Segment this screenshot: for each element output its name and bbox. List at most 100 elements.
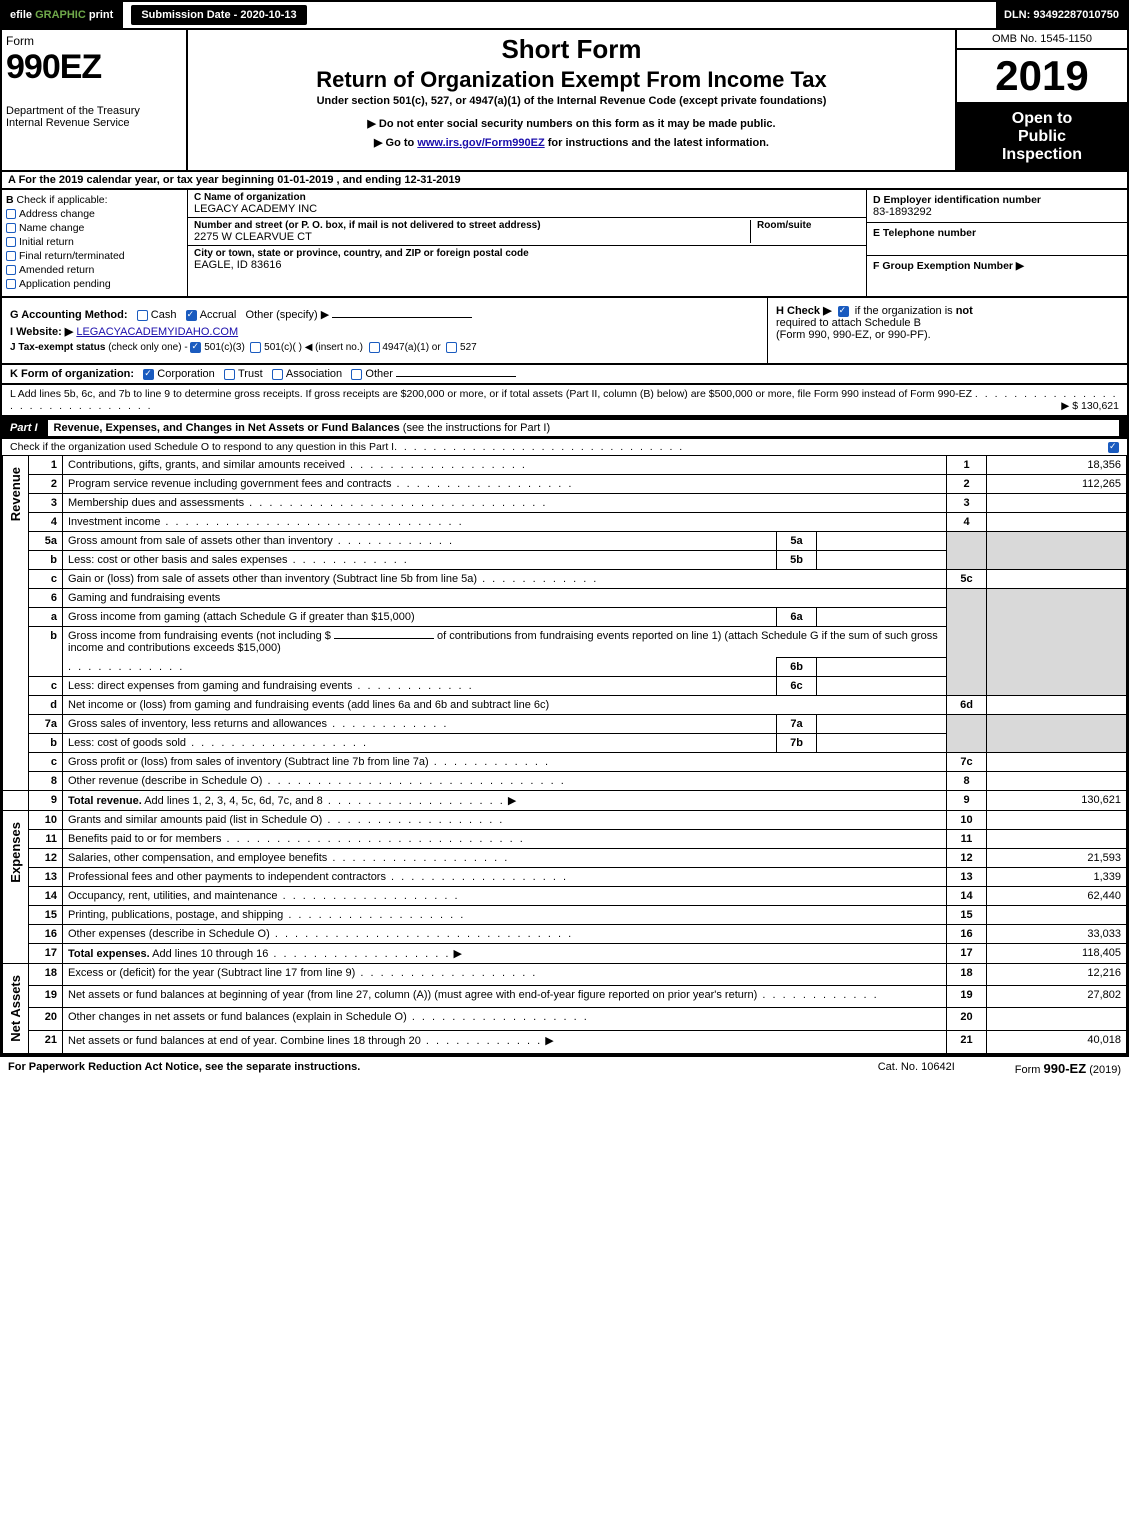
info-block: B Check if applicable: Address change Na… <box>0 190 1129 298</box>
line-num: b <box>29 551 63 570</box>
name-change-checkbox[interactable] <box>6 223 16 233</box>
amended-return-label: Amended return <box>19 264 94 276</box>
line-right-num: 14 <box>947 887 987 906</box>
open-to-public: Open to Public Inspection <box>957 104 1127 170</box>
trust-label: Trust <box>238 368 263 380</box>
form-reference: Form 990-EZ (2019) <box>1015 1061 1121 1076</box>
line-right-num: 7c <box>947 753 987 772</box>
line-right-num: 8 <box>947 772 987 791</box>
application-pending-checkbox[interactable] <box>6 279 16 289</box>
amended-return-checkbox[interactable] <box>6 265 16 275</box>
4947-checkbox[interactable] <box>369 342 380 353</box>
other-org-checkbox[interactable] <box>351 369 362 380</box>
line-num: 3 <box>29 494 63 513</box>
line-num: 17 <box>29 944 63 964</box>
street-value: 2275 W CLEARVUE CT <box>194 231 750 243</box>
line-desc: Program service revenue including govern… <box>68 478 391 490</box>
line-desc: Gain or (loss) from sale of assets other… <box>68 573 477 585</box>
501c-checkbox[interactable] <box>250 342 261 353</box>
cat-number: Cat. No. 10642I <box>878 1061 955 1076</box>
k-line: K Form of organization: Corporation Trus… <box>0 365 1129 385</box>
form-word: Form <box>6 34 180 48</box>
efile-button[interactable]: efile GRAPHIC print <box>2 2 123 28</box>
tax-year: 2019 <box>957 50 1127 104</box>
street-label: Number and street (or P. O. box, if mail… <box>194 220 750 231</box>
mid-val <box>817 658 947 677</box>
line-num: 16 <box>29 925 63 944</box>
line-value: 62,440 <box>987 887 1127 906</box>
final-return-checkbox[interactable] <box>6 251 16 261</box>
line-right-num: 5c <box>947 570 987 589</box>
net-assets-side-label: Net Assets <box>8 967 23 1050</box>
mid-num: 5b <box>777 551 817 570</box>
other-method-label: Other (specify) ▶ <box>246 309 330 321</box>
other-method-input[interactable] <box>332 317 472 318</box>
association-checkbox[interactable] <box>272 369 283 380</box>
line-right-num: 21 <box>947 1030 987 1053</box>
line-right-num: 16 <box>947 925 987 944</box>
schedule-o-check-line: Check if the organization used Schedule … <box>2 439 1127 455</box>
527-checkbox[interactable] <box>446 342 457 353</box>
line-desc: Benefits paid to or for members <box>68 833 221 845</box>
grey-cell <box>987 715 1127 753</box>
line-value: 18,356 <box>987 456 1127 475</box>
form-header: Form 990EZ Department of the Treasury In… <box>0 30 1129 172</box>
line-right-num: 9 <box>947 791 987 811</box>
line-right-num: 13 <box>947 868 987 887</box>
page-footer: For Paperwork Reduction Act Notice, see … <box>0 1056 1129 1080</box>
line-right-num: 11 <box>947 830 987 849</box>
part-1-wrap: Part I Revenue, Expenses, and Changes in… <box>0 417 1129 1056</box>
line-value <box>987 830 1127 849</box>
527-label: 527 <box>460 342 477 353</box>
line-desc: Other expenses (describe in Schedule O) <box>68 928 270 940</box>
line-desc: Net income or (loss) from gaming and fun… <box>68 699 549 711</box>
line-desc: Gross amount from sale of assets other t… <box>68 535 333 547</box>
i-label: I Website: ▶ <box>10 326 73 338</box>
part-1-title-suffix: (see the instructions for Part I) <box>403 422 550 434</box>
h-checkbox[interactable] <box>838 306 849 317</box>
trust-checkbox[interactable] <box>224 369 235 380</box>
telephone-label: E Telephone number <box>873 227 1121 239</box>
line-right-num: 18 <box>947 964 987 986</box>
line-num: 11 <box>29 830 63 849</box>
submission-date-button[interactable]: Submission Date - 2020-10-13 <box>131 5 306 25</box>
section-d-e-f: D Employer identification number 83-1893… <box>867 190 1127 296</box>
line-desc: Printing, publications, postage, and shi… <box>68 909 283 921</box>
schedule-o-checkbox[interactable] <box>1108 442 1119 453</box>
accrual-checkbox[interactable] <box>186 310 197 321</box>
h-line: H Check ▶ if the organization is not <box>776 304 1119 317</box>
table-row: 14 Occupancy, rent, utilities, and maint… <box>3 887 1127 906</box>
department-label: Department of the Treasury <box>6 105 180 117</box>
ein-value: 83-1893292 <box>873 206 1121 218</box>
other-org-input[interactable] <box>396 376 516 377</box>
line-desc: Net assets or fund balances at end of ye… <box>68 1035 421 1047</box>
6b-amount-input[interactable] <box>334 638 434 639</box>
association-label: Association <box>286 368 342 380</box>
h-label: H Check ▶ <box>776 305 832 317</box>
line-right-num: 2 <box>947 475 987 494</box>
line-num: 19 <box>29 986 63 1008</box>
cash-checkbox[interactable] <box>137 310 148 321</box>
goto-link[interactable]: www.irs.gov/Form990EZ <box>417 137 544 149</box>
table-row: 12 Salaries, other compensation, and emp… <box>3 849 1127 868</box>
corporation-checkbox[interactable] <box>143 369 154 380</box>
table-row: 17 Total expenses. Add lines 10 through … <box>3 944 1127 964</box>
mid-val <box>817 608 947 627</box>
j-label: J Tax-exempt status <box>10 342 105 353</box>
line-desc: Salaries, other compensation, and employ… <box>68 852 327 864</box>
header-center: Short Form Return of Organization Exempt… <box>188 30 957 170</box>
501c3-checkbox[interactable] <box>190 342 201 353</box>
website-link[interactable]: LEGACYACADEMYIDAHO.COM <box>76 326 238 338</box>
section-b: B Check if applicable: Address change Na… <box>2 190 188 296</box>
line-value <box>987 696 1127 715</box>
address-change-checkbox[interactable] <box>6 209 16 219</box>
mid-num: 6a <box>777 608 817 627</box>
i-website-line: I Website: ▶ LEGACYACADEMYIDAHO.COM <box>10 325 759 338</box>
line-desc: Gaming and fundraising events <box>68 592 220 604</box>
accrual-label: Accrual <box>200 309 237 321</box>
h-not: not <box>956 305 973 317</box>
initial-return-checkbox[interactable] <box>6 237 16 247</box>
section-c: C Name of organization LEGACY ACADEMY IN… <box>188 190 867 296</box>
grey-cell <box>947 715 987 753</box>
line-num: 20 <box>29 1008 63 1030</box>
